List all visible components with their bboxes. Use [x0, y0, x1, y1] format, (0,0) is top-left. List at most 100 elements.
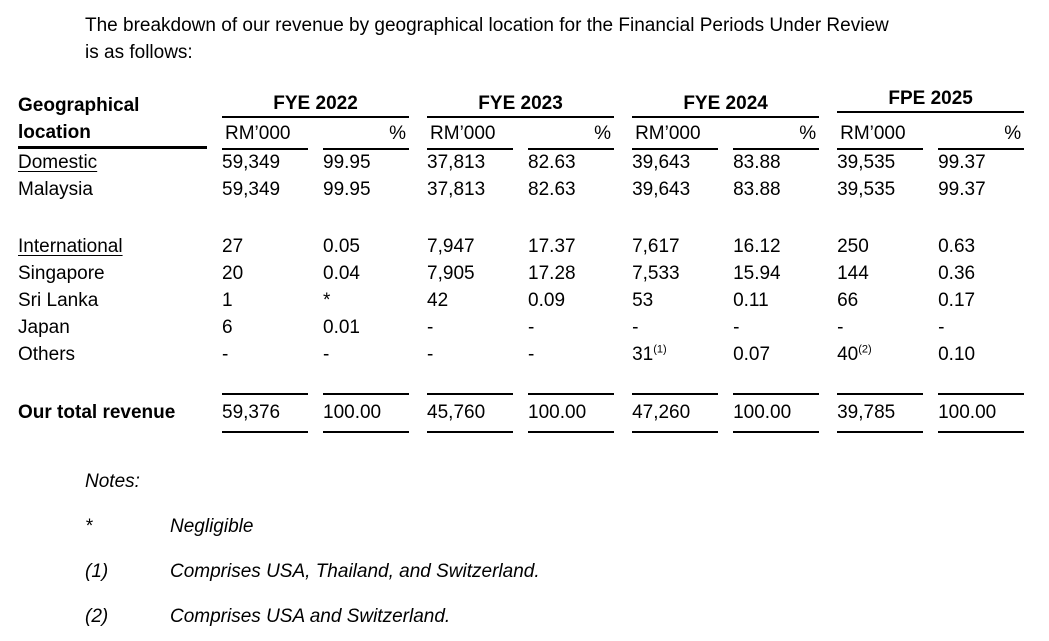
column-spacer	[409, 176, 427, 203]
value-cell: 99.37	[938, 178, 986, 200]
row-japan: Japan 6 0.01 - - - - - -	[18, 314, 1024, 341]
column-spacer	[718, 394, 733, 432]
row-label: Others	[18, 343, 76, 365]
column-spacer	[308, 341, 323, 368]
intro-line-1: The breakdown of our revenue by geograph…	[85, 15, 889, 36]
column-spacer	[409, 119, 427, 149]
value-cell: 144	[837, 262, 869, 284]
value-cell: 6	[222, 316, 233, 338]
value-cell: 0.09	[528, 289, 566, 311]
column-spacer	[819, 260, 837, 287]
total-value-cell: 100.00	[323, 393, 410, 433]
column-spacer	[513, 287, 528, 314]
subheader-amount: RM’000	[632, 119, 719, 150]
value-cell: -	[733, 316, 740, 338]
column-spacer	[923, 176, 938, 203]
notes-section: Notes: * Negligible (1) Comprises USA, T…	[85, 471, 1049, 628]
value-cell: 0.36	[938, 262, 976, 284]
value-cell: 15.94	[733, 262, 781, 284]
value-cell: -	[427, 343, 434, 365]
value-cell: 0.04	[323, 262, 360, 284]
column-spacer	[409, 149, 427, 176]
column-spacer	[513, 394, 528, 432]
column-spacer	[923, 260, 938, 287]
value-cell: 17.37	[528, 235, 576, 257]
value-cell: *	[323, 289, 331, 311]
column-spacer	[718, 119, 733, 149]
subheader-amount: RM’000	[837, 119, 924, 150]
row-header-rule	[18, 146, 207, 149]
row-label: International	[18, 235, 123, 257]
value-cell: 39,535	[837, 152, 896, 173]
column-spacer	[513, 119, 528, 149]
column-spacer	[923, 287, 938, 314]
note-text: Comprises USA, Thailand, and Switzerland…	[170, 561, 540, 582]
value-cell: 37,813	[427, 152, 486, 173]
row-sri-lanka: Sri Lanka 1 * 42 0.09 53 0.11 66 0.17	[18, 287, 1024, 314]
value-cell: 7,905	[427, 262, 475, 284]
column-spacer	[513, 260, 528, 287]
total-value-cell: 59,376	[222, 393, 308, 433]
column-spacer	[614, 92, 632, 119]
value-cell: 7,533	[632, 262, 680, 284]
column-spacer	[513, 176, 528, 203]
value-cell: 40(2)	[837, 343, 872, 365]
column-spacer	[923, 341, 938, 368]
total-value-cell: 100.00	[733, 393, 820, 433]
column-spacer	[923, 233, 938, 260]
column-spacer	[614, 176, 632, 203]
value-cell: 7,947	[427, 235, 475, 257]
value-cell: 99.37	[938, 152, 986, 173]
row-label: Japan	[18, 316, 70, 338]
subheader-percent: %	[323, 119, 410, 150]
subheader-percent: %	[733, 119, 820, 150]
column-spacer	[614, 341, 632, 368]
column-spacer	[819, 287, 837, 314]
value-cell: 59,349	[222, 178, 281, 200]
column-spacer	[614, 260, 632, 287]
value-cell: -	[837, 316, 844, 338]
column-spacer	[409, 341, 427, 368]
column-spacer	[308, 314, 323, 341]
row-spacer	[18, 368, 1024, 394]
row-label: Singapore	[18, 262, 105, 284]
intro-line-2: is as follows:	[85, 42, 193, 63]
value-cell: 1	[222, 289, 233, 311]
row-malaysia: Malaysia 59,349 99.95 37,813 82.63 39,64…	[18, 176, 1024, 203]
header-row-units: RM’000 % RM’000 % RM’000 % RM’000 %	[18, 119, 1025, 150]
col-group-fye2022: FYE 2022	[222, 92, 410, 119]
value-cell: 0.07	[733, 343, 771, 365]
footnote-ref-1: (1)	[653, 343, 667, 356]
column-spacer	[819, 119, 837, 149]
value-cell: 17.28	[528, 262, 576, 284]
row-label: Malaysia	[18, 178, 93, 200]
subheader-percent: %	[528, 119, 615, 150]
note-marker: *	[85, 516, 93, 537]
value-cell: 0.63	[938, 235, 976, 257]
value-cell: 7,617	[632, 235, 680, 257]
value-cell: -	[632, 316, 639, 338]
note-text: Negligible	[170, 516, 254, 537]
value-cell: 66	[837, 289, 859, 311]
value-cell: 0.05	[323, 235, 360, 257]
column-spacer	[923, 119, 938, 149]
row-spacer	[18, 203, 1024, 233]
column-spacer	[308, 287, 323, 314]
value-cell: 16.12	[733, 235, 781, 257]
value-cell: 27	[222, 235, 244, 257]
column-spacer	[923, 314, 938, 341]
column-spacer	[513, 149, 528, 176]
column-spacer	[614, 394, 632, 432]
column-spacer	[718, 314, 733, 341]
column-spacer	[513, 314, 528, 341]
value-cell: 39,535	[837, 178, 896, 200]
value-cell: 39,643	[632, 178, 691, 200]
value-cell: 31(1)	[632, 343, 667, 365]
column-spacer	[409, 92, 427, 119]
col-group-fpe2025: FPE 2025	[837, 88, 1025, 119]
column-spacer	[819, 176, 837, 203]
column-spacer	[409, 394, 427, 432]
footnote-ref-2: (2)	[858, 343, 872, 356]
total-value-cell: 45,760	[427, 393, 514, 433]
column-spacer	[614, 314, 632, 341]
